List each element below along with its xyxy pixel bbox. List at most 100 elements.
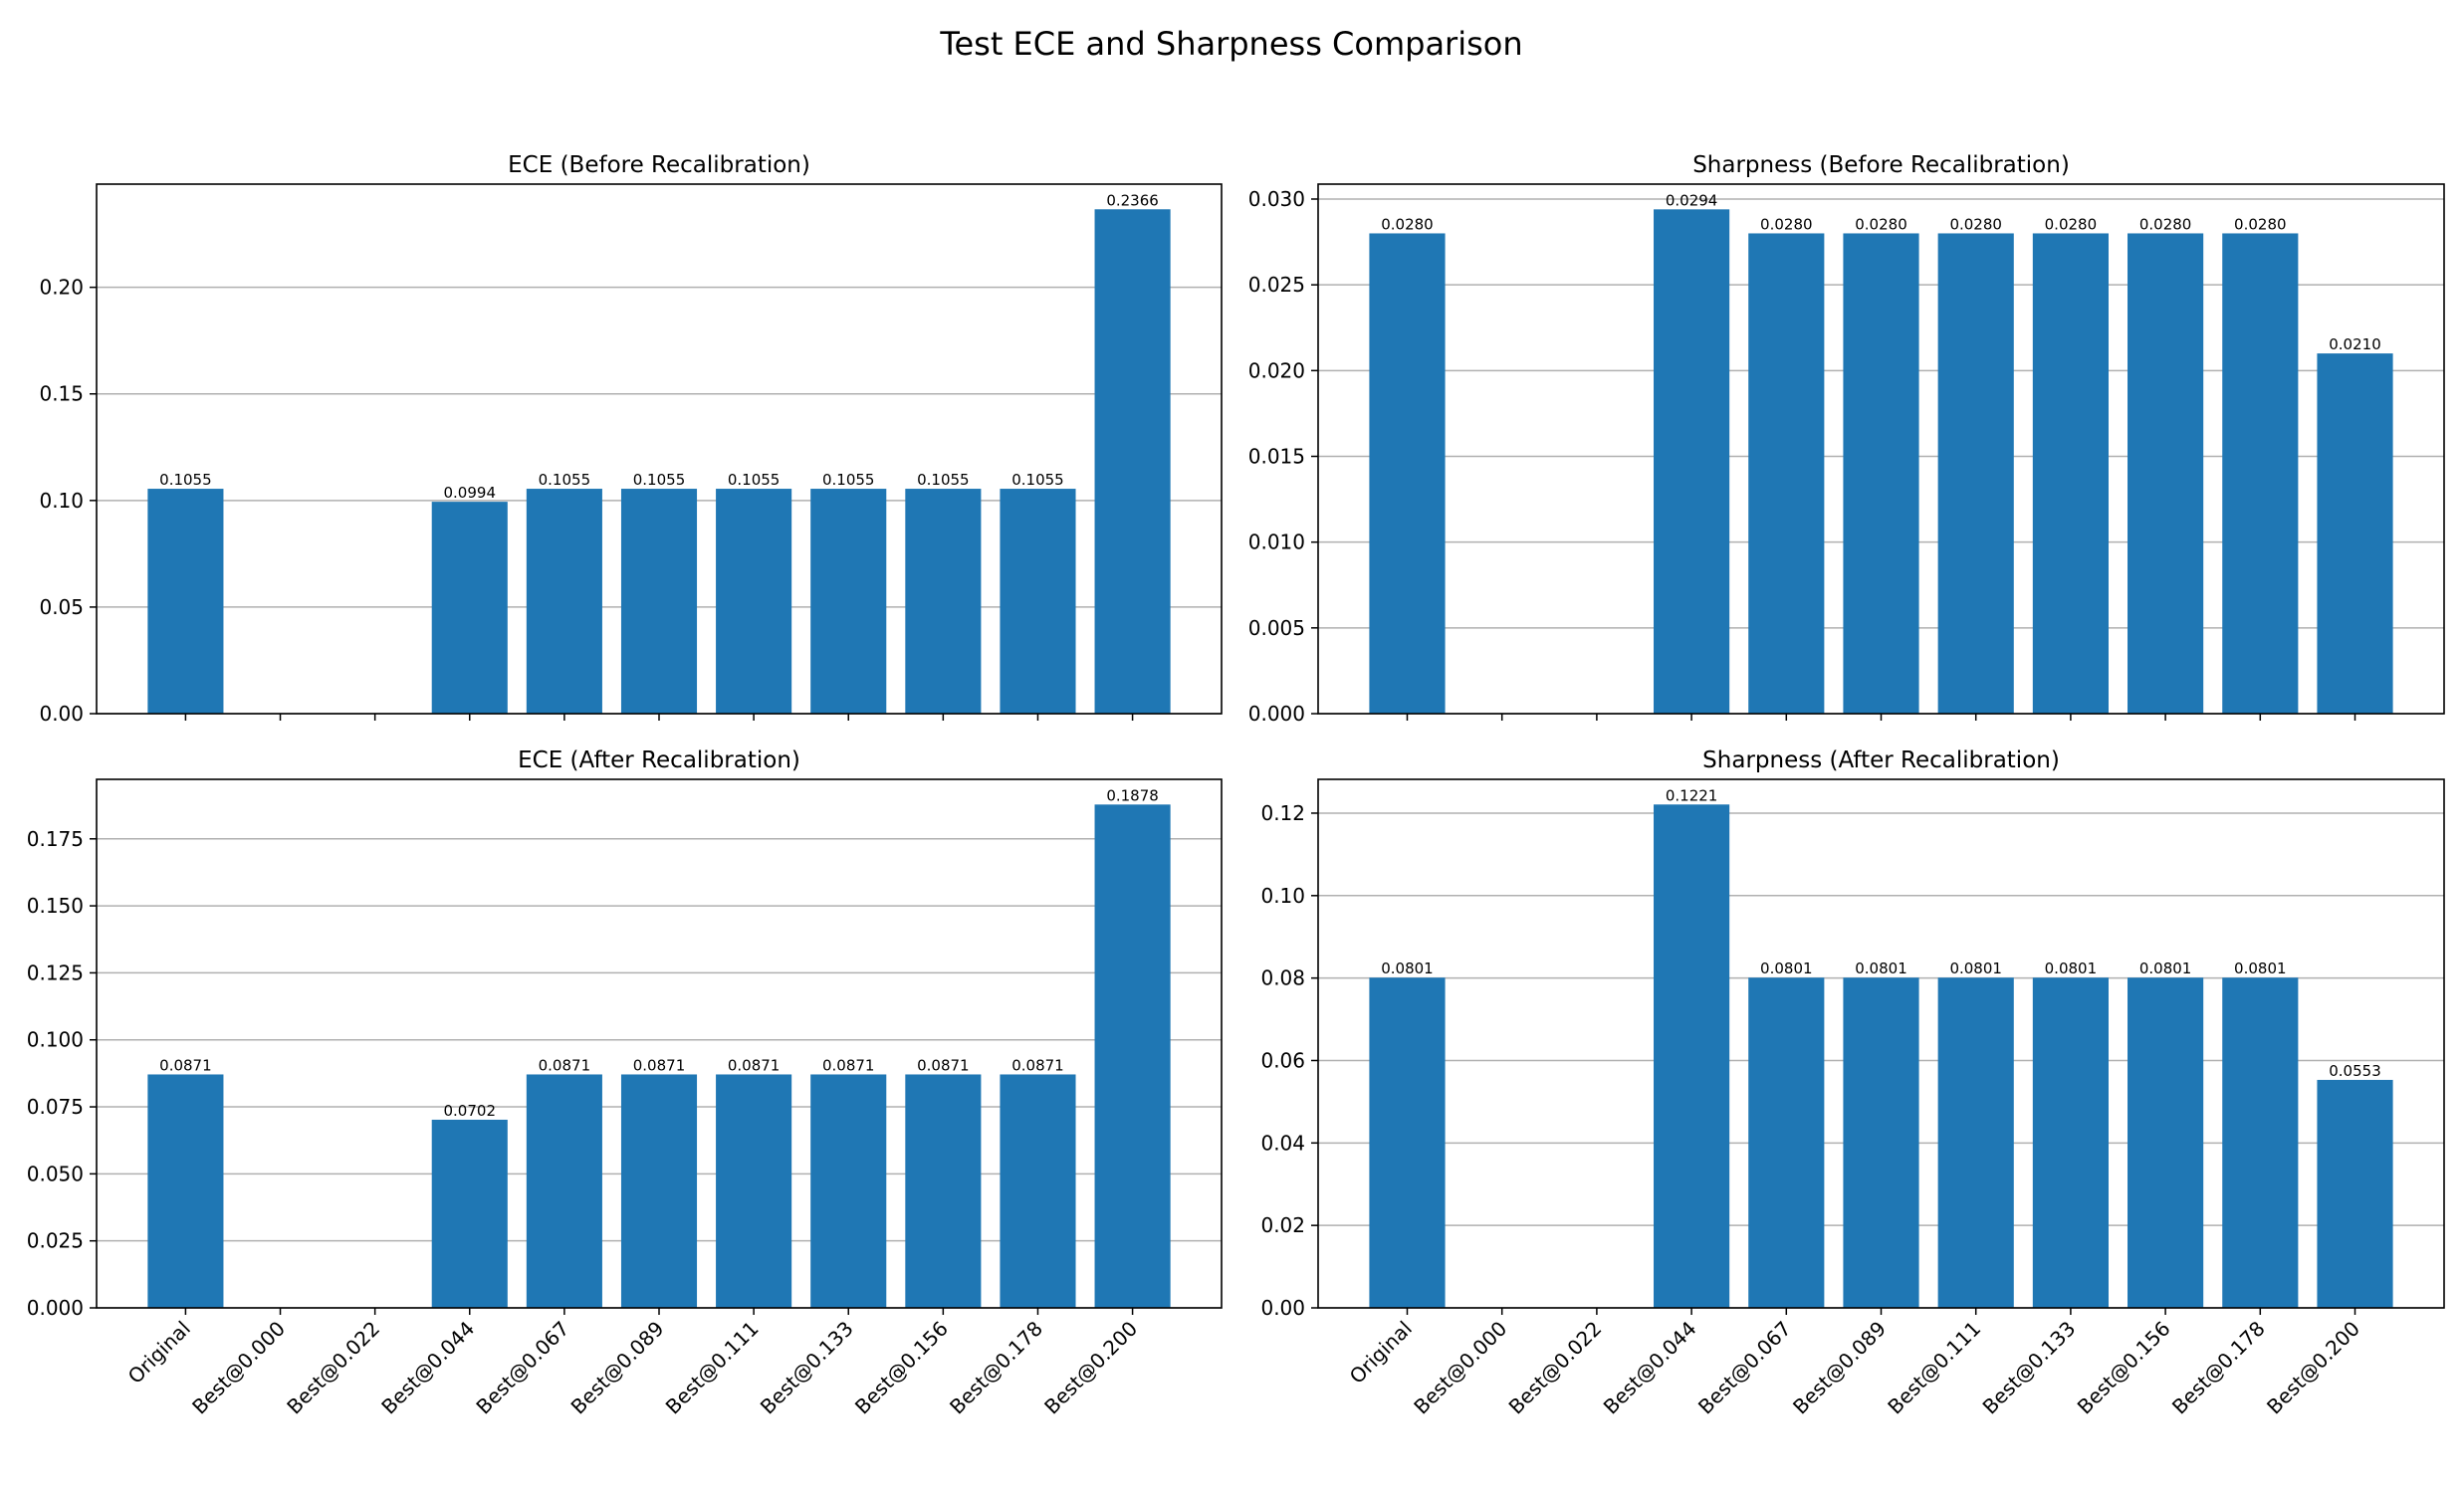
bar-Best@0.156 <box>905 489 982 714</box>
y-tick-label: 0.150 <box>27 894 84 918</box>
y-tick-label: 0.00 <box>1260 1296 1305 1320</box>
bar-value-label: 0.0994 <box>444 484 497 502</box>
bar-Best@0.044 <box>431 1119 508 1308</box>
y-tick-label: 0.08 <box>1260 966 1305 990</box>
bar-Original <box>147 1074 224 1308</box>
bar-value-label: 0.1055 <box>633 471 686 489</box>
bar-value-label: 0.0871 <box>633 1056 686 1074</box>
bar-Best@0.089 <box>620 1074 698 1308</box>
bar-Best@0.156 <box>2128 233 2204 714</box>
bar-Best@0.044 <box>431 502 508 714</box>
bar-value-label: 0.0280 <box>1855 215 1907 233</box>
bar-Best@0.156 <box>905 1074 982 1308</box>
y-tick-label: 0.00 <box>39 702 84 726</box>
bar-value-label: 0.1055 <box>1011 471 1064 489</box>
y-tick-label: 0.10 <box>1260 884 1305 908</box>
bar-Best@0.200 <box>2317 1079 2393 1308</box>
bar-Best@0.044 <box>1654 209 1730 715</box>
bar-Best@0.089 <box>1843 233 1919 714</box>
y-tick-label: 0.10 <box>39 489 84 513</box>
bar-Best@0.067 <box>1748 233 1825 714</box>
bar-Best@0.067 <box>1748 977 1825 1308</box>
bar-value-label: 0.1055 <box>728 471 781 489</box>
bar-value-label: 0.0801 <box>1949 960 2002 977</box>
bar-Best@0.111 <box>1937 233 2014 714</box>
bar-Best@0.178 <box>1000 489 1076 714</box>
subplot-title: ECE (After Recalibration) <box>518 747 800 773</box>
bar-value-label: 0.0294 <box>1666 191 1718 209</box>
subplot-title: Sharpness (Before Recalibration) <box>1692 152 2070 178</box>
bar-value-label: 0.0871 <box>822 1056 875 1074</box>
y-tick-label: 0.06 <box>1260 1048 1305 1072</box>
bar-Best@0.067 <box>526 489 602 714</box>
bar-Best@0.111 <box>716 489 792 714</box>
bar-Best@0.089 <box>1843 977 1919 1308</box>
bar-value-label: 0.0801 <box>1855 960 1907 977</box>
bar-value-label: 0.0801 <box>1760 960 1813 977</box>
bar-value-label: 0.0871 <box>917 1056 970 1074</box>
y-tick-label: 0.030 <box>1248 187 1305 211</box>
bar-value-label: 0.1055 <box>539 471 591 489</box>
bar-Best@0.156 <box>2128 977 2204 1308</box>
bar-value-label: 0.1055 <box>917 471 970 489</box>
bar-value-label: 0.0280 <box>1949 215 2002 233</box>
bar-Best@0.200 <box>2317 353 2393 714</box>
y-tick-label: 0.02 <box>1260 1213 1305 1237</box>
bar-value-label: 0.0210 <box>2329 335 2381 353</box>
y-tick-label: 0.015 <box>1248 444 1305 468</box>
bar-Original <box>1369 977 1446 1308</box>
y-tick-label: 0.175 <box>27 827 84 851</box>
bar-value-label: 0.0871 <box>539 1056 591 1074</box>
y-tick-label: 0.20 <box>39 276 84 300</box>
y-tick-label: 0.000 <box>1248 702 1305 726</box>
bar-value-label: 0.0280 <box>2045 215 2098 233</box>
bar-value-label: 0.1878 <box>1106 786 1159 804</box>
subplot-ece-before: 0.1055 0.0994 0.1055 0.1055 0.1055 0.1055 0.10… <box>39 152 1223 726</box>
y-tick-label: 0.005 <box>1248 616 1305 640</box>
y-tick-label: 0.100 <box>27 1028 84 1052</box>
bar-Best@0.178 <box>2222 977 2299 1308</box>
y-tick-label: 0.010 <box>1248 531 1305 554</box>
y-tick-label: 0.025 <box>27 1229 84 1253</box>
bar-Best@0.067 <box>526 1074 602 1308</box>
bar-value-label: 0.0280 <box>2234 215 2287 233</box>
bar-Best@0.178 <box>2222 233 2299 714</box>
subplot-title: ECE (Before Recalibration) <box>508 152 810 178</box>
bar-value-label: 0.0280 <box>1760 215 1813 233</box>
y-tick-label: 0.000 <box>27 1296 84 1320</box>
y-tick-label: 0.050 <box>27 1162 84 1185</box>
bar-value-label: 0.0871 <box>159 1056 212 1074</box>
bar-Best@0.111 <box>716 1074 792 1308</box>
bar-Best@0.200 <box>1094 804 1171 1308</box>
y-tick-label: 0.125 <box>27 960 84 984</box>
bar-value-label: 0.0801 <box>1381 960 1434 977</box>
bar-value-label: 0.0553 <box>2329 1062 2381 1080</box>
bar-Best@0.133 <box>810 1074 887 1308</box>
bar-Best@0.133 <box>2032 233 2109 714</box>
bar-value-label: 0.1055 <box>159 471 212 489</box>
bar-Best@0.089 <box>620 489 698 714</box>
bar-Original <box>1369 233 1446 714</box>
bar-value-label: 0.0871 <box>728 1056 781 1074</box>
y-tick-label: 0.04 <box>1260 1131 1305 1155</box>
subplot-sharp-before: 0.0280 0.0294 0.0280 0.0280 0.0280 0.0280 0.02… <box>1248 152 2445 726</box>
bar-Best@0.044 <box>1654 804 1730 1308</box>
bar-Best@0.200 <box>1094 209 1171 714</box>
bar-value-label: 0.0702 <box>444 1102 497 1120</box>
y-tick-label: 0.05 <box>39 595 84 619</box>
bar-value-label: 0.0280 <box>2139 215 2192 233</box>
y-tick-label: 0.15 <box>39 382 84 406</box>
bar-Best@0.111 <box>1937 977 2014 1308</box>
subplot-title: Sharpness (After Recalibration) <box>1702 747 2060 773</box>
y-tick-label: 0.12 <box>1260 801 1305 825</box>
bar-value-label: 0.0871 <box>1011 1056 1064 1074</box>
bar-value-label: 0.0280 <box>1381 215 1434 233</box>
bar-Original <box>147 489 224 714</box>
y-tick-label: 0.020 <box>1248 358 1305 382</box>
y-tick-label: 0.075 <box>27 1095 84 1119</box>
bar-value-label: 0.2366 <box>1106 191 1159 209</box>
bar-value-label: 0.1055 <box>822 471 875 489</box>
bar-value-label: 0.1221 <box>1666 786 1718 804</box>
y-tick-label: 0.025 <box>1248 273 1305 297</box>
